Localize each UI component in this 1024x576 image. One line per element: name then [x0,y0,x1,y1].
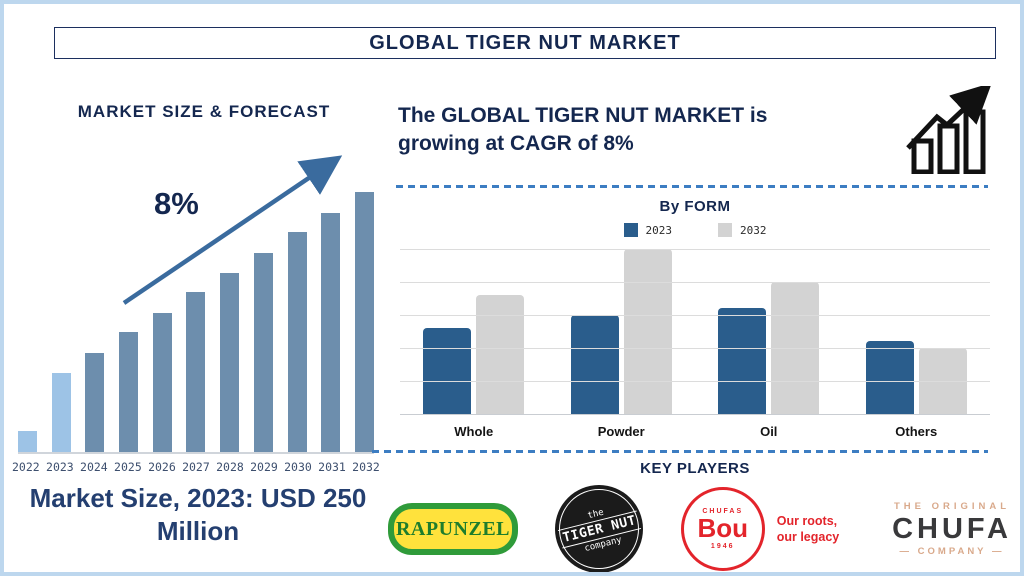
legend-label-2023: 2023 [645,223,673,237]
market-size-year-label: 2031 [318,460,346,474]
market-size-year-label: 2029 [250,460,278,474]
market-size-years: 2022 2023 2024 2025 2026 2027 2028 2029 2030 2031… [12,460,380,474]
market-size-bar-2024 [85,353,105,452]
market-size-bar-2025 [119,332,139,452]
market-size-year-label: 2026 [148,460,176,474]
market-size-bar-2023 [51,372,71,452]
byform-gridline [400,348,990,349]
original-chufa-company-logo: THE ORIGINAL CHUFA — COMPANY — [892,501,1012,557]
rapunzel-logo: RAPUNZEL [388,503,518,555]
market-size-bar-2032 [354,192,374,452]
chufas-bou-logo: CHUFAS Bou 1946 Our roots, our legacy [680,487,855,571]
bou-main-text: Bou [697,513,748,544]
legend-item-2023: 2023 [623,223,673,237]
byform-group-others [865,249,967,414]
byform-labels: Whole Powder Oil Others [400,424,990,439]
market-size-bar-2031 [321,212,341,452]
legend-label-2032: 2032 [740,223,767,237]
byform-group-oil [718,249,820,414]
market-size-caption: Market Size, 2023: USD 250 Million [29,483,367,546]
bou-arc-text: CHUFAS [702,508,744,516]
byform-bar-oil-2023 [718,308,767,414]
byform-gridline [400,381,990,382]
chufa-text-top: THE ORIGINAL [893,500,1011,512]
byform-bar-powder-2032 [623,249,672,414]
byform-gridline [400,282,990,283]
market-size-bar-2028 [220,272,240,452]
growth-rate-label: 8% [154,186,199,221]
market-size-year-label: 2024 [80,460,108,474]
byform-chart [400,249,990,415]
byform-legend: 2023 2032 [400,223,990,237]
tiger-nut-company-logo: the TIGER NUT company [555,485,644,572]
title-banner: GLOBAL TIGER NUT MARKET [54,27,996,59]
byform-category-label: Others [895,424,938,439]
key-players-row: RAPUNZEL the TIGER NUT company CHUFAS Bo… [388,484,1012,572]
market-size-year-label: 2028 [216,460,244,474]
key-players-heading: KEY PLAYERS [640,460,750,477]
bou-circle-badge: CHUFAS Bou 1946 [680,487,765,571]
byform-group-whole [423,249,525,414]
legend-swatch-2023 [623,223,638,237]
byform-gridline [400,315,990,316]
market-size-bar-2029 [253,253,273,452]
byform-group-powder [570,249,672,414]
cagr-statement: The GLOBAL TIGER NUT MARKET is growing a… [398,104,768,156]
byform-gridline [400,249,990,250]
byform-category-label: Oil [760,424,778,439]
chufa-text-main: CHUFA [892,512,1012,545]
market-size-year-label: 2032 [352,460,380,474]
market-size-year-label: 2022 [12,460,40,474]
chufa-text-bottom: — COMPANY — [899,546,1005,558]
market-size-year-label: 2025 [114,460,142,474]
bou-tagline: Our roots, our legacy [776,513,840,544]
byform-bar-whole-2032 [476,295,525,414]
byform-title: By FORM [659,198,731,215]
market-size-bar-2022 [18,431,37,452]
tigernut-ring [559,489,640,569]
market-size-bar-2026 [152,312,172,452]
byform-bar-whole-2023 [423,328,472,414]
legend-swatch-2032 [718,223,732,237]
bou-year-text: 1946 [710,542,735,550]
growth-chart-icon [906,86,992,174]
byform-category-label: Whole [454,424,494,439]
market-size-heading: MARKET SIZE & FORECAST [77,102,331,121]
market-size-bar-2027 [186,292,206,452]
market-size-year-label: 2027 [182,460,210,474]
legend-item-2032: 2032 [718,223,767,237]
market-size-chart [18,192,374,454]
dashed-divider-top [396,185,988,188]
market-size-bar-2030 [287,232,307,452]
page-title: GLOBAL TIGER NUT MARKET [369,31,681,54]
byform-bar-others-2023 [865,341,914,414]
rapunzel-logo-text: RAPUNZEL [395,517,510,540]
market-size-year-label: 2030 [284,460,312,474]
byform-bars [400,249,990,414]
market-size-year-label: 2023 [46,460,74,474]
byform-bar-powder-2023 [570,315,619,414]
dashed-divider-bottom [372,450,988,453]
byform-category-label: Powder [597,424,645,439]
